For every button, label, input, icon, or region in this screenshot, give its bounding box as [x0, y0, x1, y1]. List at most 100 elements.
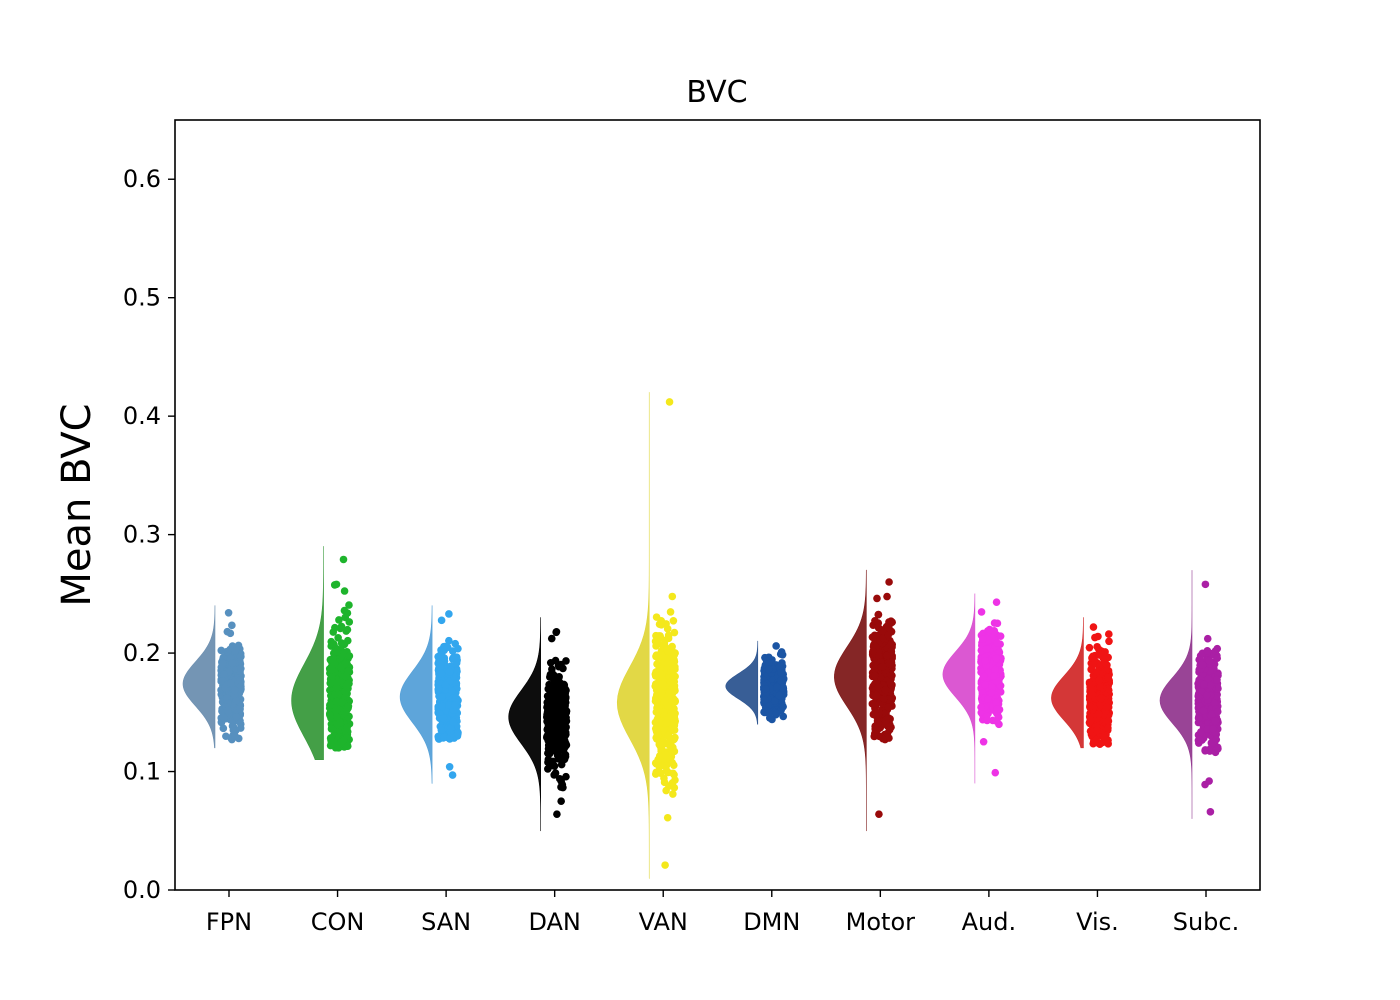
data-point [652, 651, 661, 660]
data-point [1214, 745, 1222, 753]
data-point [655, 740, 664, 749]
outlier-point [1201, 580, 1210, 589]
data-point [662, 786, 670, 795]
data-point [977, 703, 985, 711]
outlier-point [991, 768, 1000, 777]
outlier-point [1094, 632, 1102, 641]
data-point [990, 672, 998, 680]
series-SAN [399, 605, 462, 784]
data-point [445, 668, 454, 676]
data-point [452, 680, 461, 688]
data-point [555, 746, 564, 755]
data-point [670, 651, 678, 659]
x-tick-label: SAN [421, 908, 471, 936]
data-point [1214, 684, 1222, 693]
data-point [343, 609, 352, 617]
data-point [337, 639, 346, 647]
outlier-point [231, 732, 239, 740]
data-point [326, 710, 334, 719]
data-point [333, 713, 341, 721]
data-point [336, 718, 344, 727]
data-point [345, 618, 354, 626]
data-point [434, 684, 443, 693]
data-point [219, 713, 228, 722]
y-axis-label: Mean BVC [54, 403, 100, 606]
data-point [230, 686, 239, 695]
data-point [329, 640, 338, 648]
data-point [343, 705, 351, 714]
data-point [547, 634, 556, 643]
data-point [441, 681, 450, 689]
data-point [1205, 657, 1214, 665]
data-point [228, 621, 236, 630]
data-point [1105, 637, 1113, 646]
data-point [550, 771, 558, 779]
data-point [1203, 634, 1212, 643]
data-point [332, 697, 341, 706]
data-point [1213, 644, 1222, 653]
data-point [765, 665, 773, 674]
data-point [1212, 692, 1221, 700]
outlier-point [339, 555, 348, 564]
data-point [980, 672, 989, 681]
data-point [884, 631, 893, 639]
data-point [887, 617, 895, 625]
data-point [231, 646, 239, 655]
violin-DMN [725, 640, 759, 725]
outlier-point [558, 780, 567, 789]
data-point [668, 697, 676, 706]
y-tick-label: 0.6 [123, 165, 161, 193]
data-point [345, 652, 354, 660]
data-point [652, 613, 661, 621]
data-point [663, 644, 671, 653]
series-FPN [182, 605, 245, 749]
x-tick-label: DAN [528, 908, 580, 936]
data-point [559, 695, 567, 704]
data-point [434, 732, 443, 741]
data-point [1212, 735, 1221, 744]
data-point [779, 712, 788, 721]
data-point [1195, 735, 1204, 744]
data-point [437, 726, 446, 734]
y-tick-label: 0.1 [123, 758, 161, 786]
data-point [343, 723, 351, 732]
data-point [1099, 732, 1108, 741]
data-point [979, 737, 988, 746]
data-point [658, 680, 667, 688]
chart-title: BVC [686, 75, 747, 110]
data-point [559, 715, 568, 724]
data-point [996, 688, 1005, 696]
data-point [546, 670, 555, 679]
data-point [559, 723, 567, 732]
outlier-point [552, 627, 561, 636]
y-tick-label: 0.2 [123, 639, 161, 667]
data-point [331, 623, 339, 632]
y-tick-label: 0.0 [123, 876, 161, 904]
data-point [1095, 651, 1104, 659]
data-point [779, 702, 787, 711]
data-point [1093, 726, 1101, 735]
data-point [874, 652, 883, 660]
data-point [665, 689, 674, 697]
outlier-point [335, 616, 343, 624]
data-point [772, 709, 781, 718]
data-point [657, 670, 666, 679]
data-point [1103, 661, 1111, 669]
data-point [327, 725, 336, 733]
data-point [1204, 675, 1213, 683]
data-point [1206, 681, 1215, 690]
data-point [1103, 737, 1112, 746]
data-point [884, 703, 893, 712]
violin-FPN [182, 605, 216, 749]
data-point [1199, 706, 1208, 715]
data-point [670, 726, 679, 734]
data-point [983, 716, 991, 725]
data-point [548, 697, 557, 706]
data-point [337, 663, 345, 672]
outlier-point [332, 580, 341, 589]
data-point [236, 676, 245, 684]
data-point [1096, 683, 1104, 691]
data-point [874, 610, 883, 619]
data-point [1203, 646, 1212, 655]
